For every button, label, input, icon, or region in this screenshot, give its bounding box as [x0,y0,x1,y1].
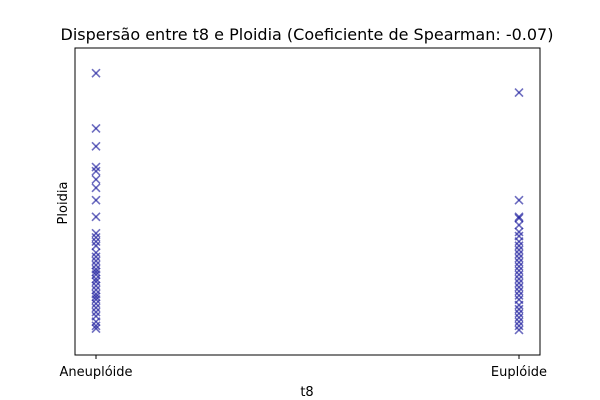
data-point [91,267,101,277]
data-point [514,253,524,263]
data-point [91,321,101,331]
data-point [91,195,101,205]
data-point [91,256,101,266]
data-point [514,241,524,251]
data-point [91,307,101,317]
data-point [514,227,524,237]
data-point [91,241,101,251]
data-point [514,304,524,314]
data-point [514,312,524,323]
data-point [514,321,524,331]
data-point [514,270,524,280]
data-point [91,252,101,262]
data-points [91,68,524,335]
plot-area [74,47,541,356]
data-point [514,213,524,223]
data-point [514,212,524,222]
data-point [91,270,101,280]
data-point [514,308,524,318]
data-point [514,237,524,247]
data-point [514,290,524,301]
data-point [91,166,101,176]
data-point [91,248,101,258]
data-point [514,195,524,205]
x-axis-label: t8 [300,385,313,400]
data-point [514,87,524,98]
data-point [91,295,101,305]
data-point [514,317,524,327]
x-tick-label: Euplóide [491,365,547,380]
data-point [91,299,101,309]
x-tick-label: Aneuplóide [59,365,132,380]
data-point [91,292,101,302]
data-point [91,141,101,151]
data-point [91,237,101,247]
data-point [514,286,524,296]
data-point [91,281,101,291]
data-point [91,232,101,243]
data-point [91,68,101,78]
data-point [91,183,101,193]
data-point [91,324,101,334]
data-point [514,266,524,276]
data-point [514,249,524,259]
data-point [91,285,101,295]
data-point [91,260,101,270]
data-point [514,282,524,292]
data-point [514,261,524,272]
data-point [91,303,101,313]
data-point [514,274,524,284]
data-point [514,220,524,230]
data-point [91,228,101,238]
data-point [514,245,524,255]
data-point [91,274,101,284]
y-axis-label: Ploidia [56,182,71,225]
data-point [514,278,524,288]
data-point [514,325,524,335]
data-point [91,162,101,172]
data-point [91,123,101,133]
data-point [514,257,524,267]
data-point [91,174,101,185]
data-point [91,277,101,287]
data-point [91,317,101,327]
data-point [91,212,101,222]
x-axis: Aneuplóide Euplóide [59,355,547,380]
data-point [514,300,524,310]
chart-title: Dispersão entre t8 e Ploidia (Coeficient… [61,25,554,44]
